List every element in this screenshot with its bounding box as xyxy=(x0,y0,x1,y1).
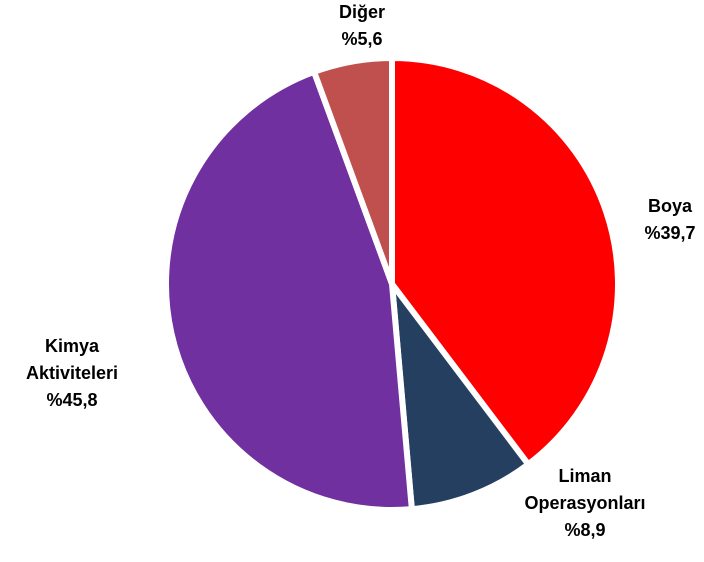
slice-label: Liman Operasyonları xyxy=(524,466,645,513)
slice-value-label: %39,7 xyxy=(644,223,695,243)
slice-label: Boya xyxy=(648,196,693,216)
pie-slice xyxy=(310,54,395,286)
slice-label: Kimya Aktiviteleri xyxy=(26,336,118,383)
pie-slice xyxy=(389,54,621,469)
slice-label: Diğer xyxy=(339,2,385,22)
slice-value-label: %8,9 xyxy=(564,520,605,540)
pie-slice xyxy=(388,273,533,513)
pie-slice xyxy=(163,67,416,513)
slice-value-label: %5,6 xyxy=(341,29,382,49)
slice-value-label: %45,8 xyxy=(46,390,97,410)
